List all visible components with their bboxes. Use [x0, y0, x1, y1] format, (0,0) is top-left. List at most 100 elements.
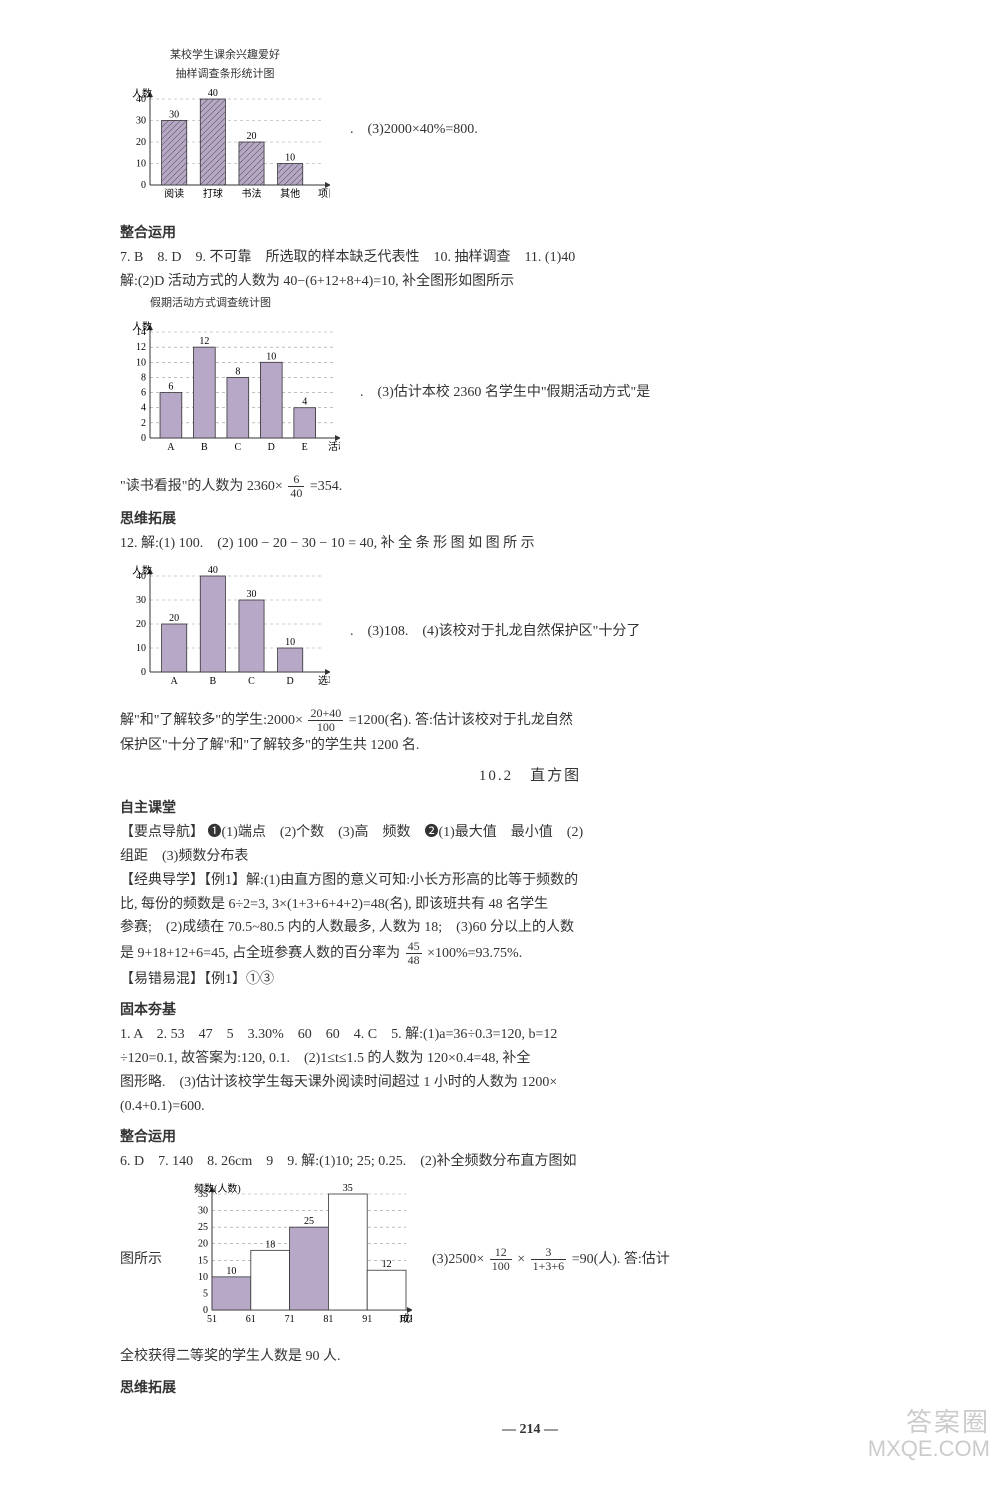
- svg-text:40: 40: [208, 88, 218, 99]
- svg-text:10: 10: [266, 352, 276, 363]
- svg-text:频数(人数): 频数(人数): [194, 1182, 241, 1195]
- chart3-side: . (3)108. (4)该校对于扎龙自然保护区"十分了: [350, 620, 640, 644]
- svg-text:10: 10: [226, 1266, 236, 1277]
- zizhu-l6-pre: 是 9+18+12+6=45, 占全班参赛人数的百分率为: [120, 946, 400, 961]
- zizhu-l7: 【易错易混】【例1】①③: [120, 968, 940, 992]
- svg-text:D: D: [268, 442, 275, 453]
- svg-text:71: 71: [285, 1314, 295, 1325]
- chart3-row: 01020304020403010ABCD人数选项 . (3)108. (4)该…: [120, 562, 940, 701]
- svg-text:C: C: [234, 442, 241, 453]
- svg-text:10: 10: [198, 1272, 208, 1283]
- frac-num: 6: [288, 473, 304, 487]
- svg-text:10: 10: [136, 159, 146, 170]
- chart1-title-1: 某校学生课余兴趣爱好: [170, 49, 280, 61]
- chart4-f2: 3 1+3+6: [531, 1246, 567, 1273]
- svg-text:活动方式: 活动方式: [328, 440, 340, 453]
- frac-den: 100: [490, 1260, 512, 1273]
- svg-text:人数: 人数: [132, 564, 152, 577]
- chart4-prefix: 图所示: [120, 1248, 162, 1272]
- svg-text:10: 10: [136, 358, 146, 369]
- zizhu-l3: 【经典导学】【例1】解:(1)由直方图的意义可知:小长方形高的比等于频数的: [120, 869, 940, 893]
- section-10-2-title: 10.2 直方图: [120, 764, 940, 790]
- svg-text:8: 8: [235, 367, 240, 378]
- guben-l1: 1. A 2. 53 47 5 3.30% 60 60 4. C 5. 解:(1…: [120, 1023, 940, 1047]
- svg-text:书法: 书法: [242, 187, 262, 200]
- svg-text:30: 30: [136, 116, 146, 127]
- frac-den: 48: [406, 954, 422, 967]
- svg-text:选项: 选项: [318, 674, 330, 687]
- svg-text:10: 10: [136, 643, 146, 654]
- svg-text:0: 0: [141, 180, 146, 191]
- svg-text:81: 81: [323, 1314, 333, 1325]
- zizhu-l5: 参赛; (2)成绩在 70.5~80.5 内的人数最多, 人数为 18; (3)…: [120, 916, 940, 940]
- chart1: 某校学生课余兴趣爱好 抽样调查条形统计图 01020304030402010阅读…: [120, 46, 330, 214]
- chart1-side: . (3)2000×40%=800.: [350, 118, 478, 142]
- chart4-side-mid: ×: [517, 1252, 525, 1267]
- svg-text:25: 25: [198, 1222, 208, 1233]
- zizhu-head: 自主课堂: [120, 797, 940, 821]
- after-chart3-pre: 解"和"了解较多"的学生:2000×: [120, 713, 303, 728]
- zhenghe2-l1: 6. D 7. 140 8. 26cm 9 9. 解:(1)10; 25; 0.…: [120, 1150, 940, 1174]
- frac-num: 3: [531, 1246, 567, 1260]
- svg-text:阅读: 阅读: [164, 187, 184, 200]
- chart1-title: 某校学生课余兴趣爱好 抽样调查条形统计图: [120, 46, 330, 83]
- svg-text:91: 91: [362, 1314, 372, 1325]
- svg-text:12: 12: [199, 336, 209, 347]
- chart2-svg: 024681012146128104ABCDE人数活动方式: [120, 318, 340, 458]
- svg-text:10: 10: [285, 153, 295, 164]
- svg-text:35: 35: [343, 1183, 353, 1194]
- svg-text:0: 0: [141, 433, 146, 444]
- chart2-side-text: (3)估计本校 2360 名学生中"假期活动方式"是: [378, 385, 651, 400]
- zizhu-l2: 组距 (3)频数分布表: [120, 845, 940, 869]
- chart3: 01020304020403010ABCD人数选项: [120, 562, 330, 701]
- svg-text:打球: 打球: [203, 187, 223, 200]
- svg-text:30: 30: [136, 595, 146, 606]
- chart1-side-a: (3)2000×40%=800.: [368, 122, 478, 137]
- svg-text:D: D: [287, 676, 294, 687]
- chart3-side-text: (3)108. (4)该校对于扎龙自然保护区"十分了: [368, 624, 641, 639]
- frac-den: 100: [308, 721, 343, 734]
- svg-text:6: 6: [141, 388, 146, 399]
- guben-head: 固本夯基: [120, 999, 940, 1023]
- after-chart4: 全校获得二等奖的学生人数是 90 人.: [120, 1345, 940, 1369]
- guben-l4: (0.4+0.1)=600.: [120, 1095, 940, 1119]
- svg-text:51: 51: [207, 1314, 217, 1325]
- svg-text:12: 12: [382, 1259, 392, 1270]
- svg-text:30: 30: [198, 1206, 208, 1217]
- zhenghe1-l1: 7. B 8. D 9. 不可靠 所选取的样本缺乏代表性 10. 抽样调查 11…: [120, 246, 940, 270]
- chart4-row: 图所示 051015202530351018253512516171819110…: [120, 1180, 940, 1339]
- svg-text:15: 15: [198, 1255, 208, 1266]
- svg-text:0: 0: [141, 667, 146, 678]
- zizhu-l1: 【要点导航】 ❶(1)端点 (2)个数 (3)高 频数 ❷(1)最大值 最小值 …: [120, 821, 940, 845]
- chart1-svg: 01020304030402010阅读打球书法其他人数项目: [120, 85, 330, 205]
- zhenghe1-l2: 解:(2)D 活动方式的人数为 40−(6+12+8+4)=10, 补全图形如图…: [120, 270, 940, 294]
- chart4-svg: 0510152025303510182535125161718191101频数(…: [182, 1180, 412, 1330]
- svg-text:18: 18: [265, 1239, 275, 1250]
- after-chart2-pre: "读书看报"的人数为 2360×: [120, 479, 283, 494]
- after-chart3-l1: 解"和"了解较多"的学生:2000× 20+40 100 =1200(名). 答…: [120, 707, 940, 734]
- svg-text:成绩/分: 成绩/分: [400, 1312, 412, 1325]
- svg-text:人数: 人数: [132, 87, 152, 100]
- zhenghe1-head: 整合运用: [120, 222, 940, 246]
- guben-l3: 图形略. (3)估计该校学生每天课外阅读时间超过 1 小时的人数为 1200×: [120, 1071, 940, 1095]
- zhenghe2-head: 整合运用: [120, 1126, 940, 1150]
- zizhu-l4: 比, 每份的频数是 6÷2=3, 3×(1+3+6+4+2)=48(名), 即该…: [120, 893, 940, 917]
- chart2-title: 假期活动方式调查统计图: [150, 294, 940, 313]
- svg-text:4: 4: [302, 397, 307, 408]
- svg-text:30: 30: [169, 110, 179, 121]
- svg-text:61: 61: [246, 1314, 256, 1325]
- chart1-row: 某校学生课余兴趣爱好 抽样调查条形统计图 01020304030402010阅读…: [120, 46, 940, 214]
- siwei1-l1: 12. 解:(1) 100. (2) 100 − 20 − 30 − 10 = …: [120, 532, 940, 556]
- after-chart2: "读书看报"的人数为 2360× 6 40 =354.: [120, 473, 940, 500]
- svg-text:人数: 人数: [132, 320, 152, 333]
- after-chart3-post: =1200(名). 答:估计该校对于扎龙自然: [349, 713, 573, 728]
- after-chart3-frac: 20+40 100: [308, 707, 343, 734]
- frac-num: 12: [490, 1246, 512, 1260]
- svg-text:20: 20: [136, 137, 146, 148]
- zizhu-l6: 是 9+18+12+6=45, 占全班参赛人数的百分率为 45 48 ×100%…: [120, 940, 940, 967]
- svg-text:10: 10: [285, 637, 295, 648]
- zizhu-l6-post: ×100%=93.75%.: [427, 946, 522, 961]
- chart4-side: (3)2500× 12 100 × 3 1+3+6 =90(人). 答:估计: [432, 1246, 670, 1273]
- svg-text:E: E: [302, 442, 308, 453]
- siwei2-head: 思维拓展: [120, 1377, 940, 1401]
